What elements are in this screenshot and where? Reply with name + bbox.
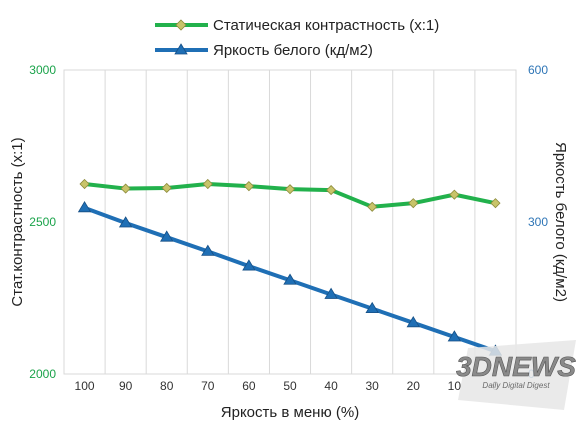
series-contrast [79,178,501,212]
data-point-triangle [118,216,133,228]
x-tick-label: 60 [242,379,256,393]
x-tick-label: 10 [448,379,462,393]
data-point-diamond [367,201,378,212]
left-axis-ticks: 2000 2500 3000 [29,63,56,381]
grid [104,70,476,374]
data-point-diamond [449,189,460,200]
data-point-diamond [202,178,213,190]
x-axis-ticks: 1009080706050403020100 [75,379,500,393]
data-point-triangle [77,201,92,213]
data-point-triangle [160,230,174,242]
watermark-tagline: Daily Digital Digest [482,381,550,390]
right-tick-label: 600 [528,63,548,77]
data-point-diamond [490,198,501,209]
x-tick-label: 20 [407,379,421,393]
x-axis-title: Яркость в меню (%) [221,404,359,421]
data-point-triangle [242,259,256,271]
data-point-triangle [324,287,338,299]
legend-item-contrast: Статическая контрастность (х:1) [155,17,439,34]
watermark-logo: 3DNEWS Daily Digital Digest [456,340,577,410]
left-tick-label: 3000 [29,63,56,77]
x-tick-label: 70 [201,379,215,393]
x-tick-label: 80 [160,379,174,393]
data-point-diamond [408,198,419,209]
data-point-triangle [283,273,297,285]
series-brightness [77,201,503,356]
legend-label-brightness: Яркость белого (кд/м2) [213,42,373,59]
x-tick-label: 90 [119,379,133,393]
left-tick-label: 2500 [29,215,56,229]
data-point-diamond [120,183,131,194]
legend: Статическая контрастность (х:1) Яркость … [155,17,439,59]
legend-label-contrast: Статическая контрастность (х:1) [213,17,439,34]
data-point-diamond [326,185,337,196]
data-point-triangle [365,301,379,314]
x-tick-label: 50 [283,379,297,393]
right-axis-title: Яркость белого (кд/м2) [552,142,569,302]
data-point-diamond [284,184,296,195]
data-point-triangle [406,316,420,328]
watermark-brand: 3DNEWS [456,351,576,382]
data-point-diamond [79,178,90,190]
data-point-diamond [243,181,254,192]
data-point-diamond [161,182,172,194]
series-layer [77,178,503,356]
data-point-triangle [201,244,215,256]
legend-item-brightness: Яркость белого (кд/м2) [155,42,373,59]
right-tick-label: 300 [528,215,548,229]
x-tick-label: 30 [366,379,380,393]
legend-triangle-icon [174,43,188,55]
left-tick-label: 2000 [29,367,56,381]
legend-diamond-icon [175,19,187,31]
left-axis-title: Стат.контрастность (х:1) [9,137,26,306]
plot-area [63,69,517,375]
data-point-triangle [447,330,462,342]
x-tick-label: 40 [324,379,338,393]
x-tick-label: 100 [75,379,95,393]
